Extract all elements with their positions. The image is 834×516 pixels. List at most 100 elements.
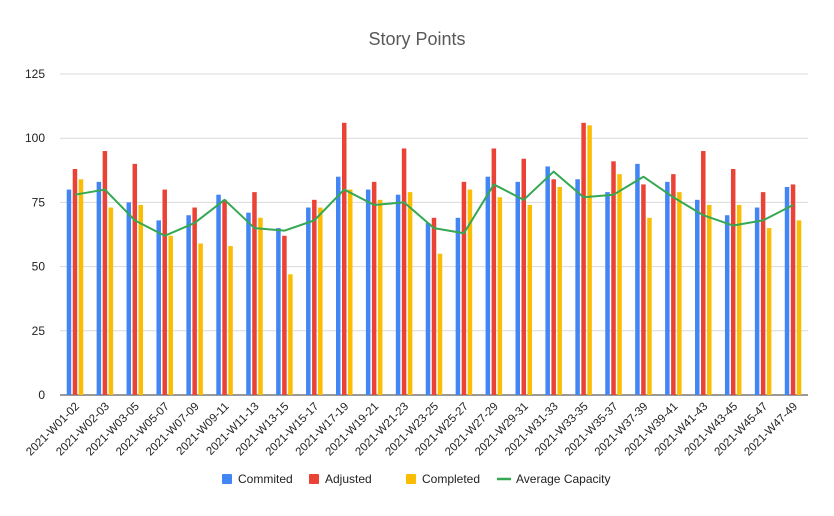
bar-commited	[395, 194, 401, 395]
bar-adjusted	[581, 122, 586, 396]
bar-commited	[754, 207, 760, 395]
bar-adjusted	[730, 169, 736, 395]
bar-completed	[407, 192, 413, 395]
bar-adjusted	[641, 184, 646, 395]
chart-title: Story Points	[368, 29, 465, 49]
bar-adjusted	[760, 192, 766, 395]
bar-adjusted	[701, 151, 706, 395]
y-tick-label: 100	[25, 131, 45, 145]
bar-completed	[288, 274, 293, 395]
bar-completed	[258, 217, 263, 395]
bar-completed	[647, 217, 652, 395]
bar-commited	[665, 181, 670, 395]
y-tick-label: 25	[32, 324, 46, 338]
bar-commited	[66, 189, 72, 395]
bar-adjusted	[162, 189, 167, 395]
bar-completed	[736, 204, 742, 395]
bar-adjusted	[312, 199, 317, 395]
bar-commited	[425, 222, 431, 395]
legend-swatch	[222, 474, 232, 484]
bar-commited	[246, 212, 251, 395]
bar-adjusted	[192, 207, 197, 395]
bar-completed	[796, 220, 802, 395]
bar-commited	[485, 176, 491, 395]
y-tick-label: 75	[32, 195, 46, 209]
legend-swatch	[406, 474, 416, 484]
bar-completed	[168, 235, 173, 395]
bar-adjusted	[461, 181, 467, 395]
x-axis-ticks: 2021-W01-022021-W02-032021-W03-052021-W0…	[24, 401, 800, 459]
legend-label: Completed	[422, 472, 480, 486]
legend-label: Adjusted	[325, 472, 372, 486]
bar-commited	[365, 189, 371, 395]
bar-adjusted	[222, 199, 227, 395]
bar-commited	[156, 220, 161, 395]
bar-adjusted	[252, 192, 257, 395]
bar-adjusted	[132, 163, 138, 395]
bar-adjusted	[431, 217, 437, 395]
bar-commited	[186, 215, 191, 395]
bar-commited	[784, 186, 790, 395]
legend-item-adjusted: Adjusted	[309, 472, 372, 486]
bar-completed	[497, 197, 503, 395]
x-tick-label: 2021-W11-13	[204, 401, 261, 458]
bar-commited	[724, 215, 730, 395]
y-tick-label: 125	[25, 67, 45, 81]
bar-commited	[126, 202, 132, 395]
bar-completed	[557, 186, 562, 395]
legend-label: Commited	[238, 472, 293, 486]
bar-commited	[335, 176, 341, 395]
bar-adjusted	[282, 235, 287, 395]
bar-adjusted	[790, 184, 796, 395]
bar-completed	[467, 189, 473, 395]
bar-completed	[527, 204, 533, 395]
bar-completed	[766, 228, 772, 395]
bar-completed	[318, 207, 323, 395]
y-axis-ticks: 0 25 50 75 100 125	[25, 67, 45, 402]
bar-commited	[216, 194, 221, 395]
bar-commited	[695, 199, 700, 395]
line-series	[74, 170, 794, 237]
bar-completed	[677, 192, 682, 395]
bar-adjusted	[491, 148, 497, 395]
bar-completed	[587, 125, 592, 396]
bar-commited	[635, 163, 640, 395]
y-tick-label: 0	[38, 388, 45, 402]
legend-item-completed: Completed	[406, 472, 480, 486]
bar-commited	[455, 217, 461, 395]
bar-completed	[198, 243, 203, 395]
bar-completed	[617, 174, 622, 395]
legend-swatch	[309, 474, 319, 484]
bar-adjusted	[521, 158, 527, 395]
bar-completed	[707, 204, 712, 395]
bar-commited	[96, 181, 102, 395]
bar-commited	[575, 179, 580, 395]
bar-adjusted	[341, 122, 347, 396]
legend-item-commited: Commited	[222, 472, 293, 486]
x-tick-label: 2021-W09-11	[175, 401, 232, 458]
bar-commited	[515, 181, 521, 395]
bar-adjusted	[551, 179, 556, 395]
bar-adjusted	[401, 148, 407, 395]
legend: Commited Adjusted Completed Average Capacit…	[222, 472, 611, 486]
bar-commited	[276, 228, 281, 395]
bar-commited	[306, 207, 311, 395]
bar-completed	[138, 204, 144, 395]
y-tick-label: 50	[32, 260, 46, 274]
bar-commited	[605, 192, 610, 395]
bar-completed	[78, 179, 84, 395]
bar-commited	[545, 166, 550, 395]
bar-adjusted	[611, 161, 616, 395]
bar-completed	[437, 253, 443, 395]
bar-completed	[347, 189, 353, 395]
bar-completed	[228, 246, 233, 395]
bar-adjusted	[671, 174, 676, 395]
bar-adjusted	[102, 151, 108, 395]
bar-series	[66, 122, 802, 396]
x-tick-label: 2021-W47-49	[742, 401, 800, 459]
bar-completed	[377, 199, 383, 395]
legend-label: Average Capacity	[516, 472, 611, 486]
bar-completed	[108, 207, 114, 395]
